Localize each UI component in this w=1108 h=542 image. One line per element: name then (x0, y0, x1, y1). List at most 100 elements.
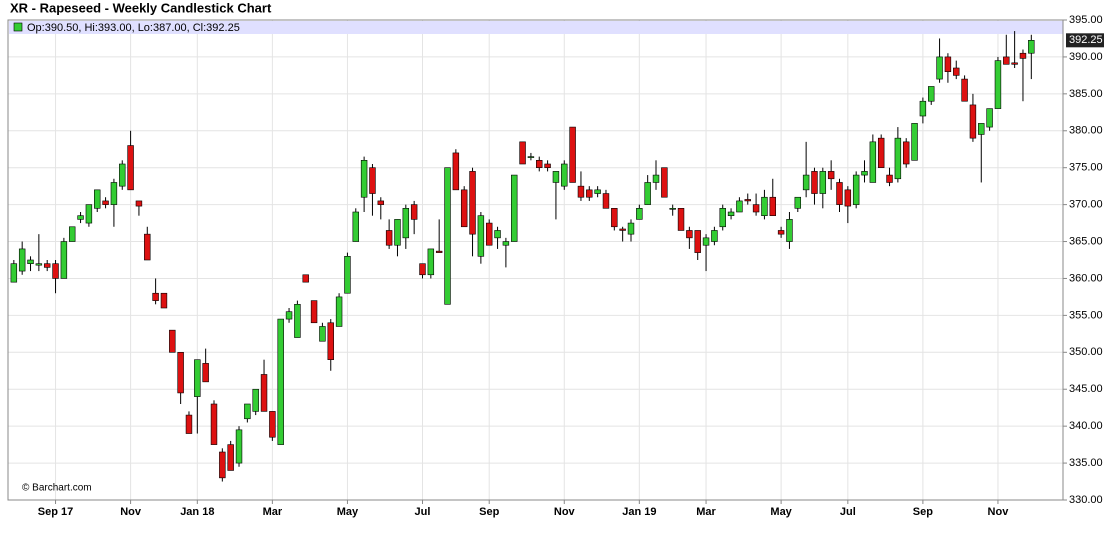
candle-body (269, 411, 276, 438)
x-tick-label: Sep (479, 506, 499, 518)
candle-body (127, 145, 134, 191)
candle-body (636, 208, 643, 220)
candle-body (569, 126, 576, 183)
candle-body (869, 141, 877, 183)
candle-body (611, 208, 618, 228)
x-tick-label: Sep 17 (38, 506, 73, 518)
candle-body (911, 123, 918, 161)
candle-body (802, 174, 810, 191)
candle-body (836, 182, 843, 205)
legend-swatch (13, 22, 23, 32)
y-tick-label: 350.00 (1069, 346, 1103, 358)
candle-body (419, 263, 426, 276)
x-tick-label: Jul (415, 506, 431, 518)
candle-body (152, 292, 159, 301)
candles (10, 31, 1035, 482)
candle-body (711, 230, 718, 242)
candle-body (586, 189, 593, 198)
y-tick-label: 380.00 (1069, 125, 1103, 137)
candle-body (694, 230, 701, 253)
candle-body (494, 230, 501, 239)
candle-body (294, 304, 301, 338)
y-tick-label: 390.00 (1069, 51, 1103, 63)
candle-body (577, 185, 585, 198)
y-tick-label: 360.00 (1069, 272, 1103, 284)
x-tick-label: May (770, 506, 792, 518)
y-tick-label: 335.00 (1069, 457, 1103, 469)
candle-body (302, 274, 309, 283)
candle-body (811, 171, 818, 194)
candle-body (852, 174, 860, 205)
candle-body (928, 86, 935, 102)
legend-band (9, 21, 1063, 34)
candle-body (77, 215, 84, 220)
candle-body (435, 250, 443, 253)
candle-body (277, 318, 284, 445)
y-tick-label: 395.00 (1069, 14, 1103, 26)
y-tick-label: 385.00 (1069, 88, 1103, 100)
x-tick-label: May (337, 506, 359, 518)
candle-body (919, 100, 927, 117)
candle-body (511, 174, 518, 242)
candle-body (185, 414, 193, 434)
candle-body (310, 300, 318, 324)
candle-body (27, 259, 34, 264)
y-tick-label: 345.00 (1069, 383, 1103, 395)
candle-body (677, 208, 685, 231)
candle-body (119, 163, 126, 187)
candle-body (394, 219, 401, 246)
candle-body (52, 263, 59, 279)
candle-body (602, 193, 610, 209)
plot-frame (7, 19, 1064, 501)
candle-body (169, 329, 176, 353)
candle-body (319, 326, 326, 342)
candle-body (953, 67, 960, 76)
candle-body (235, 429, 243, 464)
candle-body (894, 137, 902, 180)
candle-body (352, 211, 359, 242)
candle-body (769, 196, 776, 216)
credit: © Barchart.com (22, 483, 92, 494)
candle-body (194, 359, 201, 397)
x-tick-label: Jul (840, 506, 856, 518)
candle-body (85, 204, 93, 224)
y-tick-label: 365.00 (1069, 235, 1103, 247)
candle-body (202, 363, 209, 383)
candle-body (160, 292, 168, 309)
candle-body (369, 167, 376, 194)
candle-body (1028, 40, 1035, 54)
candle-body (752, 204, 760, 213)
candle-body (594, 189, 601, 194)
chart-title: XR - Rapeseed - Weekly Candlestick Chart (10, 0, 272, 15)
candle-body (661, 167, 668, 198)
candle-body (978, 123, 985, 135)
candle-body (68, 226, 76, 242)
x-tick-label: Jan 18 (180, 506, 214, 518)
candle-body (827, 171, 835, 180)
candle-body (519, 141, 526, 165)
candle-body (444, 167, 451, 305)
candle-body (944, 56, 952, 72)
candle-body (619, 228, 626, 231)
x-tick-label: Sep (913, 506, 933, 518)
candle-body (736, 200, 743, 213)
y-tick-label: 355.00 (1069, 309, 1103, 321)
candle-body (385, 230, 393, 246)
candle-body (744, 199, 751, 202)
candle-body (427, 248, 435, 276)
legend-text: Op:390.50, Hi:393.00, Lo:387.00, Cl:392.… (27, 22, 240, 34)
candle-body (94, 189, 101, 209)
candle-body (644, 182, 651, 205)
candle-body (110, 182, 118, 205)
candle-body (627, 222, 635, 235)
candle-body (18, 248, 26, 272)
candle-body (360, 160, 368, 198)
grid (8, 19, 1063, 501)
last-price-label: 392.25 (1069, 34, 1103, 46)
candle-body (335, 296, 343, 327)
candle-body (227, 444, 234, 471)
candle-body (536, 160, 543, 168)
candle-body (452, 152, 460, 191)
y-tick-label: 330.00 (1069, 494, 1103, 506)
candle-body (327, 322, 334, 360)
